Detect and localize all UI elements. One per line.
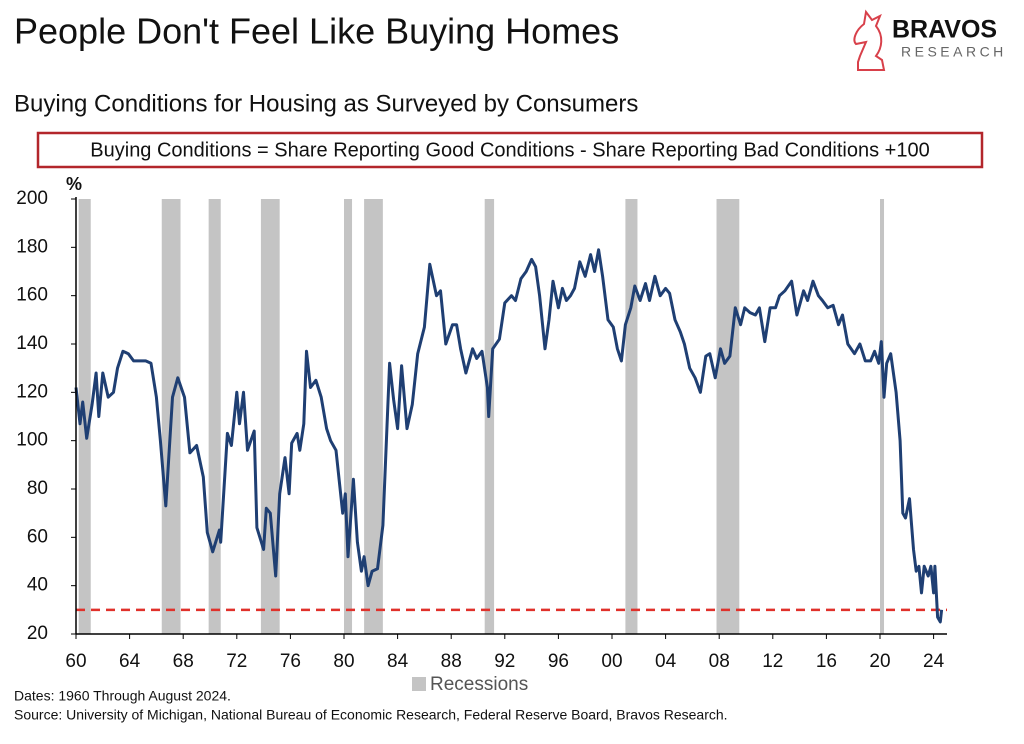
recession-band (344, 199, 353, 634)
x-tick-label: 16 (816, 651, 837, 672)
brand-tagline: RESEARCH (901, 44, 1007, 60)
x-tick-label: 04 (655, 651, 677, 672)
recession-band (208, 199, 221, 634)
y-tick-label: 60 (27, 526, 48, 547)
recession-band (364, 199, 383, 634)
brand-name: BRAVOS (892, 16, 997, 44)
x-tick-label: 92 (494, 651, 515, 672)
legend-label: Recessions (430, 674, 528, 695)
legend-swatch (412, 677, 426, 691)
logo-icon (853, 9, 886, 71)
x-tick-label: 96 (548, 651, 569, 672)
x-tick-label: 24 (923, 651, 945, 672)
y-tick-label: 40 (27, 575, 48, 596)
recession-band (716, 199, 740, 634)
y-tick-label: 200 (16, 188, 48, 209)
logo: BRAVOS RESEARCH (853, 9, 1007, 71)
y-tick-label: 140 (16, 333, 48, 354)
x-tick-label: 88 (441, 651, 462, 672)
x-tick-label: 20 (869, 651, 890, 672)
y-tick-label: 160 (16, 285, 48, 306)
y-tick-label: 20 (27, 623, 48, 644)
y-tick-label: 80 (27, 478, 48, 499)
note: Dates: 1960 Through August 2024. (14, 688, 231, 704)
chart-title: People Don't Feel Like Buying Homes (14, 11, 619, 52)
y-tick-label: 100 (16, 430, 48, 451)
annotation-box (36, 131, 984, 169)
x-tick-label: 76 (280, 651, 301, 672)
data-line (74, 248, 944, 624)
y-tick-label: 180 (16, 236, 48, 257)
y-axis-label: % (66, 174, 82, 194)
y-tick-label: 120 (16, 381, 48, 402)
recession-band (625, 199, 638, 634)
note: Source: University of Michigan, National… (14, 707, 728, 723)
x-tick-label: 72 (226, 651, 247, 672)
annotation: Buying Conditions = Share Reporting Good… (90, 139, 929, 161)
recession-band (880, 199, 885, 634)
x-tick-label: 00 (601, 651, 622, 672)
x-tick-label: 12 (762, 651, 783, 672)
x-tick-label: 84 (387, 651, 409, 672)
x-tick-label: 60 (65, 651, 86, 672)
chart-subtitle: Buying Conditions for Housing as Surveye… (14, 90, 638, 117)
x-tick-label: 68 (173, 651, 194, 672)
x-tick-label: 64 (119, 651, 141, 672)
x-tick-label: 80 (333, 651, 354, 672)
x-tick-label: 08 (709, 651, 730, 672)
